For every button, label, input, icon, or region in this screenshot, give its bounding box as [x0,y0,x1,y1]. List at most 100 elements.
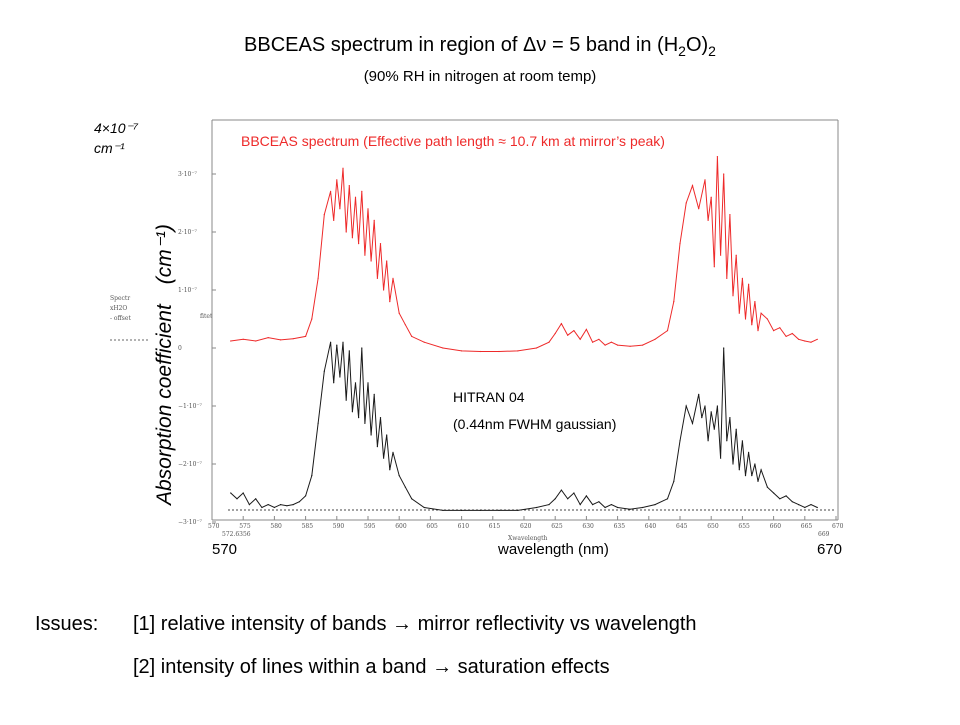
bbceas-point [741,277,744,279]
x-axis-min-label: 570 [212,541,238,558]
bbceas-point [754,301,756,303]
x-tick-label: 590 [333,523,345,530]
hitran-point [673,480,675,482]
bbceas-point [729,214,731,216]
hitran-point [354,382,357,384]
hitran-point [735,428,737,430]
hitran-point [383,457,385,459]
hitran-point [560,489,563,491]
hitran-point [242,492,244,494]
x-tick-label: 660 [770,523,782,530]
y-tick-label: −3·10⁻⁷ [178,519,203,526]
hitran-point [298,501,300,503]
hitran-point [785,495,787,497]
bbceas-point [423,341,425,343]
issues-label: Issues: [35,613,99,635]
inner-legend-line: Spectr [110,295,131,302]
x-tick-label: 615 [489,523,501,530]
inner-legend-line: - offset [110,315,131,322]
bbceas-point [723,173,725,175]
bbceas-point [629,345,631,347]
y-scale-unit: 4×10⁻⁷ cm⁻¹ [94,118,138,158]
hitran-point [707,440,709,442]
bbceas-point [642,344,644,346]
hitran-point [280,504,282,506]
hitran-point [760,469,762,471]
hitran-point [579,504,581,506]
bbceas-point [386,260,388,262]
x-tick-label: 595 [364,523,376,530]
hitran-point [261,506,263,509]
hitran-point [517,509,519,511]
hitran-point [323,370,325,372]
hitran-point [642,506,644,509]
hitran-point [404,486,406,488]
bbceas-point [517,350,519,352]
hitran-point [691,422,694,424]
bbceas-point [744,318,747,320]
hitran-point [351,411,353,413]
x-tick-label: 620 [520,523,532,530]
hitran-point [810,504,812,506]
hitran-point [791,501,793,503]
hitran-point [342,341,344,343]
hitran-point [255,498,257,500]
bbceas-point [333,219,335,221]
bbceas-point [305,335,307,337]
x-tick-label: 635 [614,523,626,530]
bbceas-point [698,208,700,210]
hitran-point [732,463,734,465]
hitran-point [330,341,332,343]
hitran-point [273,506,275,509]
hitran-point [592,504,594,506]
bbceas-point [242,338,244,340]
hitran-point [598,501,600,503]
bbceas-point [389,301,391,303]
hitran-point [738,469,740,471]
hitran-point [773,492,775,494]
bbceas-point [720,254,722,256]
bbceas-point [479,350,481,353]
bbceas-point [323,214,325,216]
issue-item-1: [1] relative intensity of bands → mirror… [133,613,697,635]
bbceas-point [773,330,775,332]
bbceas-point [398,312,400,314]
bbceas-point [317,277,319,279]
bbceas-point [339,208,341,210]
y-tick-label: 2·10⁻⁷ [178,229,198,236]
x-tick-label: 575 [239,523,251,530]
bbceas-point [751,324,753,326]
bbceas-point [548,341,550,343]
hitran-point [704,405,706,407]
bbceas-point [617,344,619,346]
y-tick-label: −1·10⁻⁷ [178,403,203,410]
x-tick-label: 630 [582,523,594,530]
bbceas-point [442,347,444,349]
hitran-point [311,475,313,477]
bbceas-point [392,277,394,279]
hitran-point [573,492,575,494]
hitran-point [386,434,388,436]
hitran-point [610,504,613,506]
x-tick-label: 625 [551,523,563,530]
bbceas-point [348,185,350,187]
x-tick-label: 670 [832,523,844,530]
bbceas-point [760,312,762,314]
hitran-point [423,506,425,509]
hitran-point [305,495,307,497]
bbceas-point [383,289,385,291]
bbceas-point [535,347,538,349]
bbceas-point [816,338,818,340]
hitran-point [361,347,363,349]
hitran-point [726,440,728,442]
hitran-point [267,504,269,506]
bbceas-point [732,295,734,297]
hitran-point [535,506,538,509]
bbceas-point [738,312,740,314]
inner-axis-corner-left: 572.6356 [222,531,251,538]
series-line-bbceas [230,156,818,352]
bbceas-point [342,167,344,169]
hitran-point [757,480,759,482]
bbceas-point [560,323,563,325]
hitran-point [554,498,556,500]
